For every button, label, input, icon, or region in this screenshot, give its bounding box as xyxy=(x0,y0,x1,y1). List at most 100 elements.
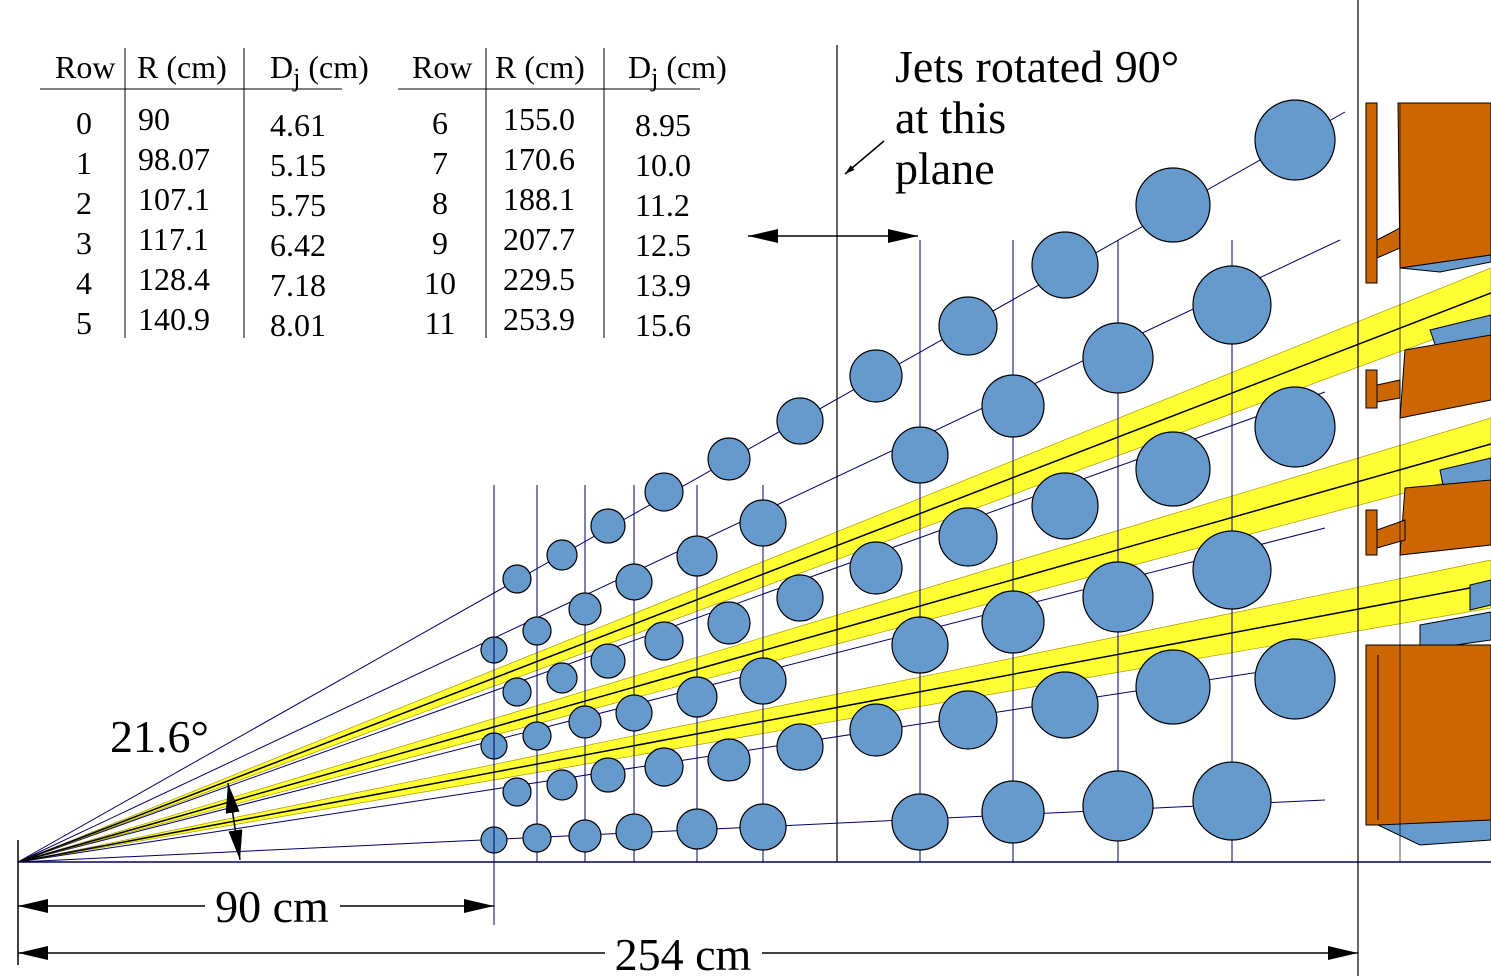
jet xyxy=(1254,99,1336,181)
angle-label: 21.6° xyxy=(110,711,209,762)
jet xyxy=(546,539,578,571)
jet xyxy=(546,769,578,801)
table-header: Dj (cm) xyxy=(270,49,369,92)
jet xyxy=(590,757,626,793)
jet xyxy=(776,397,824,445)
table-cell: 98.07 xyxy=(138,141,210,177)
jet xyxy=(1192,265,1272,345)
jet xyxy=(938,296,998,356)
table-cell: 9 xyxy=(432,225,448,261)
jet xyxy=(522,823,552,853)
plane-note: at this xyxy=(895,92,1006,143)
jet xyxy=(502,564,532,594)
jet xyxy=(891,793,949,851)
jet xyxy=(938,690,998,750)
header-rest: (cm) xyxy=(658,49,726,85)
jet xyxy=(707,738,751,782)
table-cell: 7 xyxy=(432,145,448,181)
table-cell: 7.18 xyxy=(270,267,326,303)
reference-lines xyxy=(17,0,1491,976)
jet xyxy=(739,657,787,705)
jet xyxy=(1135,431,1211,507)
jet xyxy=(546,662,578,694)
jet xyxy=(981,780,1045,844)
beam-band xyxy=(17,267,1491,863)
table-cell: 155.0 xyxy=(503,101,575,137)
jet xyxy=(849,541,903,595)
jet xyxy=(676,676,718,718)
jet xyxy=(568,705,602,739)
table-cell: 188.1 xyxy=(503,181,575,217)
table-cell: 8.95 xyxy=(635,107,691,143)
jet xyxy=(676,535,718,577)
dimension-label: 90 cm xyxy=(215,881,329,932)
jet xyxy=(1192,761,1272,841)
jet xyxy=(707,437,751,481)
table-cell: 10 xyxy=(424,265,456,301)
jet xyxy=(1254,386,1336,468)
jet xyxy=(938,507,998,567)
jet xyxy=(615,694,653,732)
beam-band xyxy=(17,559,1491,863)
jet xyxy=(676,808,718,850)
table-header: Dj (cm) xyxy=(628,49,727,92)
jet xyxy=(849,349,903,403)
jet xyxy=(644,472,684,512)
jet xyxy=(502,677,532,707)
table-cell: 1 xyxy=(76,145,92,181)
table-cell: 90 xyxy=(138,101,170,137)
jet xyxy=(502,777,532,807)
jet xyxy=(776,574,824,622)
beam-axis xyxy=(17,292,1491,863)
jet xyxy=(1031,472,1099,540)
jet xyxy=(1031,231,1099,299)
table-cell: 10.0 xyxy=(635,147,691,183)
table-cell: 117.1 xyxy=(138,221,209,257)
jet xyxy=(707,601,751,645)
header-sub: j xyxy=(292,63,300,92)
table-cell: 11 xyxy=(425,305,456,341)
jet xyxy=(590,508,626,544)
table-cell: 207.7 xyxy=(503,221,575,257)
jet xyxy=(1082,561,1154,633)
table-cell: 170.6 xyxy=(503,141,575,177)
table-cell: 5.15 xyxy=(270,147,326,183)
jet xyxy=(849,703,903,757)
table-cell: 4.61 xyxy=(270,107,326,143)
jet xyxy=(644,621,684,661)
table-header: Row xyxy=(55,49,115,85)
table-cell: 11.2 xyxy=(635,187,690,223)
jet xyxy=(739,803,787,851)
table-header: R (cm) xyxy=(137,49,227,85)
table-header: Row xyxy=(412,49,472,85)
header-sub: j xyxy=(650,63,658,92)
jet xyxy=(1135,167,1211,243)
jet xyxy=(1031,671,1099,739)
table-cell: 8.01 xyxy=(270,307,326,343)
table-cell: 12.5 xyxy=(635,227,691,263)
jet xyxy=(590,643,626,679)
jet xyxy=(1082,770,1154,842)
table-cell: 15.6 xyxy=(635,307,691,343)
jet xyxy=(522,616,552,646)
table-header: R (cm) xyxy=(495,49,585,85)
jet xyxy=(615,563,653,601)
table-cell: 3 xyxy=(76,225,92,261)
jet xyxy=(891,616,949,674)
table-cell: 229.5 xyxy=(503,261,575,297)
jet xyxy=(1192,530,1272,610)
beam-axis xyxy=(17,583,1491,863)
table-cell: 5 xyxy=(76,305,92,341)
table-cell: 107.1 xyxy=(138,181,210,217)
dimension-label: 254 cm xyxy=(615,929,752,976)
table-cell: 5.75 xyxy=(270,187,326,223)
jet xyxy=(568,592,602,626)
table-cell: 2 xyxy=(76,185,92,221)
jet xyxy=(615,813,653,851)
jet xyxy=(981,590,1045,654)
table-cell: 128.4 xyxy=(138,261,210,297)
jet xyxy=(1082,322,1154,394)
header-main: D xyxy=(628,49,651,85)
table-cell: 253.9 xyxy=(503,301,575,337)
